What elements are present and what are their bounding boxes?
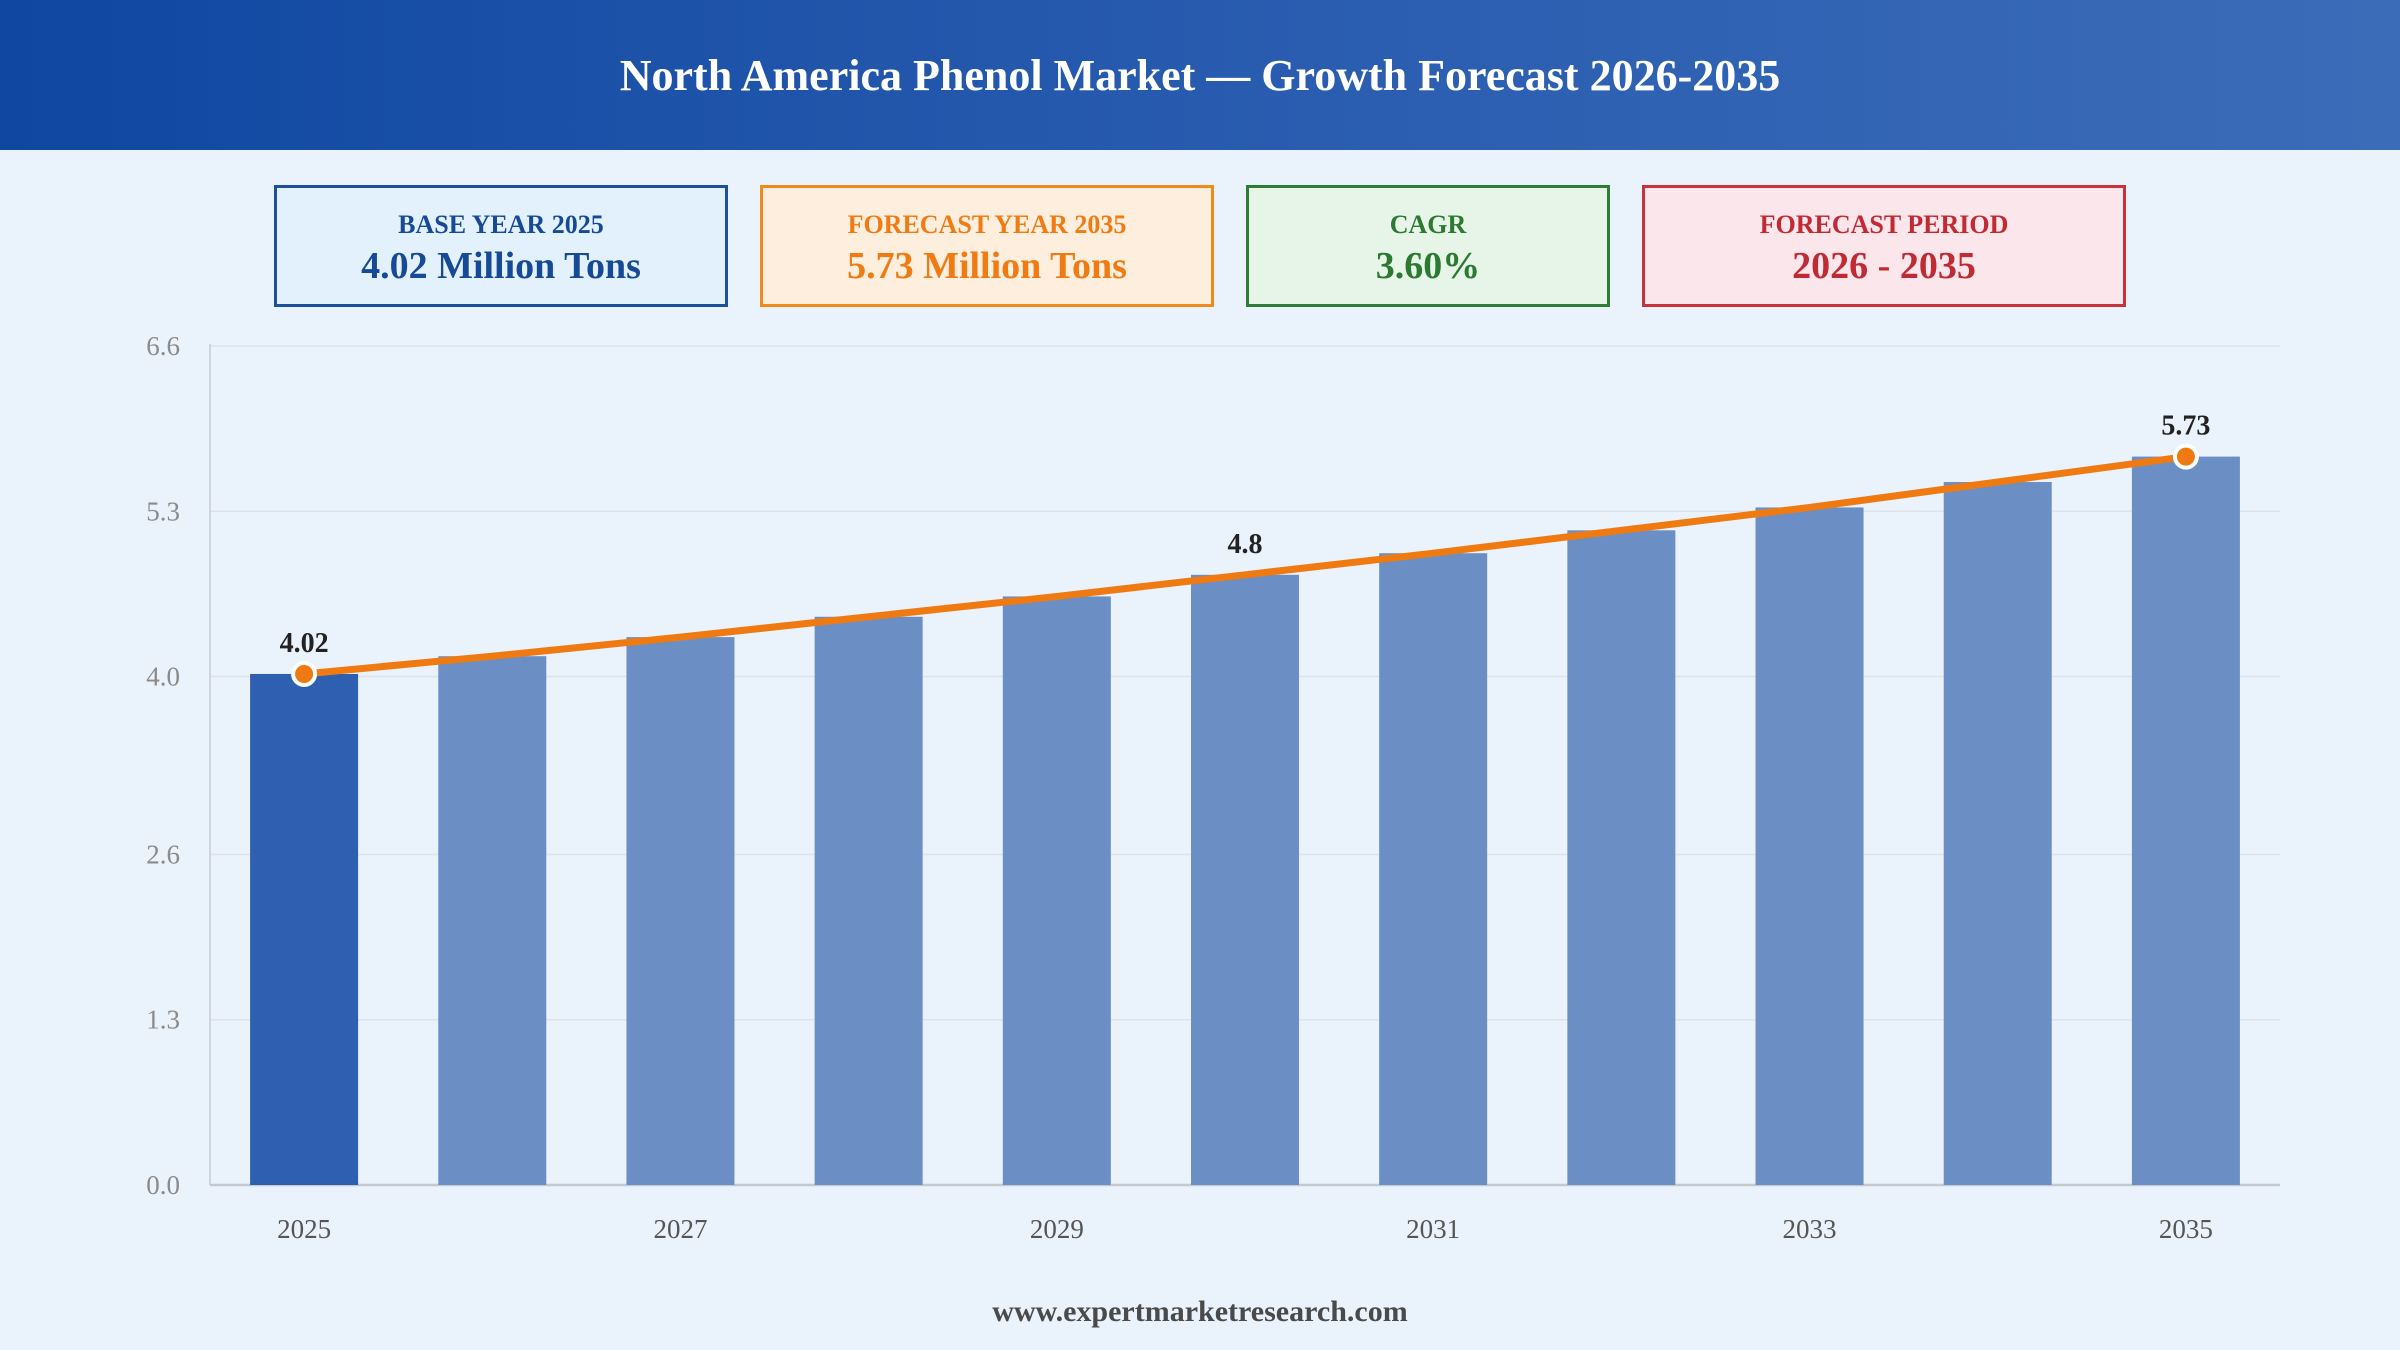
- trend-line: [300, 453, 2190, 678]
- x-tick-label: 2035: [2159, 1214, 2213, 1244]
- trend-marker: [291, 660, 318, 687]
- x-tick-label: 2025: [277, 1214, 331, 1244]
- stat-label-forecast-year: FORECAST YEAR 2035: [847, 210, 1127, 239]
- bar-2027: [626, 637, 735, 1185]
- bar-2033: [1755, 507, 1864, 1185]
- stat-label-cagr: CAGR: [1389, 210, 1467, 239]
- stat-card-base-year: BASE YEAR 2025 4.02 Million Tons: [274, 185, 728, 307]
- x-tick-label: 2027: [653, 1214, 707, 1244]
- stat-value-base-year: 4.02 Million Tons: [361, 245, 641, 287]
- stat-card-cagr: CAGR 3.60%: [1246, 185, 1610, 307]
- data-label: 4.8: [1228, 529, 1263, 560]
- footer-source-url: www.expertmarketresearch.com: [992, 1295, 1408, 1328]
- y-tick-label: 6.6: [146, 331, 180, 361]
- y-tick-label: 2.6: [146, 839, 180, 869]
- x-tick-label: 2033: [1783, 1214, 1837, 1244]
- bar-2029: [1002, 596, 1111, 1185]
- x-tick-label: 2031: [1406, 1214, 1460, 1244]
- header-banner: North America Phenol Market — Growth For…: [0, 0, 2400, 150]
- bar-2030: [1191, 574, 1299, 1185]
- bar-2028: [814, 616, 923, 1185]
- page-title: North America Phenol Market — Growth For…: [619, 50, 1781, 100]
- y-tick-label: 0.0: [146, 1170, 180, 1200]
- bar-2025: [250, 673, 359, 1185]
- bar-2034: [1943, 482, 2052, 1186]
- data-label: 4.02: [280, 628, 329, 659]
- y-tick-label: 5.3: [146, 496, 180, 526]
- y-tick-label: 4.0: [146, 662, 180, 692]
- stat-card-forecast-year: FORECAST YEAR 2035 5.73 Million Tons: [760, 185, 1214, 307]
- stat-card-forecast-period: FORECAST PERIOD 2026 - 2035: [1642, 185, 2126, 307]
- y-tick-label: 1.3: [146, 1005, 180, 1035]
- bar-2031: [1379, 553, 1488, 1185]
- trend-marker: [2172, 443, 2199, 470]
- stat-label-base-year: BASE YEAR 2025: [398, 210, 604, 239]
- data-label: 5.73: [2161, 411, 2210, 442]
- x-tick-label: 2029: [1030, 1214, 1084, 1244]
- bar-2035: [2131, 456, 2240, 1185]
- stat-value-cagr: 3.60%: [1375, 245, 1481, 287]
- stat-label-forecast-period: FORECAST PERIOD: [1759, 210, 2009, 239]
- bar-2026: [438, 656, 547, 1185]
- stat-value-forecast-year: 5.73 Million Tons: [847, 245, 1127, 287]
- stat-value-forecast-period: 2026 - 2035: [1792, 245, 1976, 287]
- bar-2032: [1567, 530, 1676, 1185]
